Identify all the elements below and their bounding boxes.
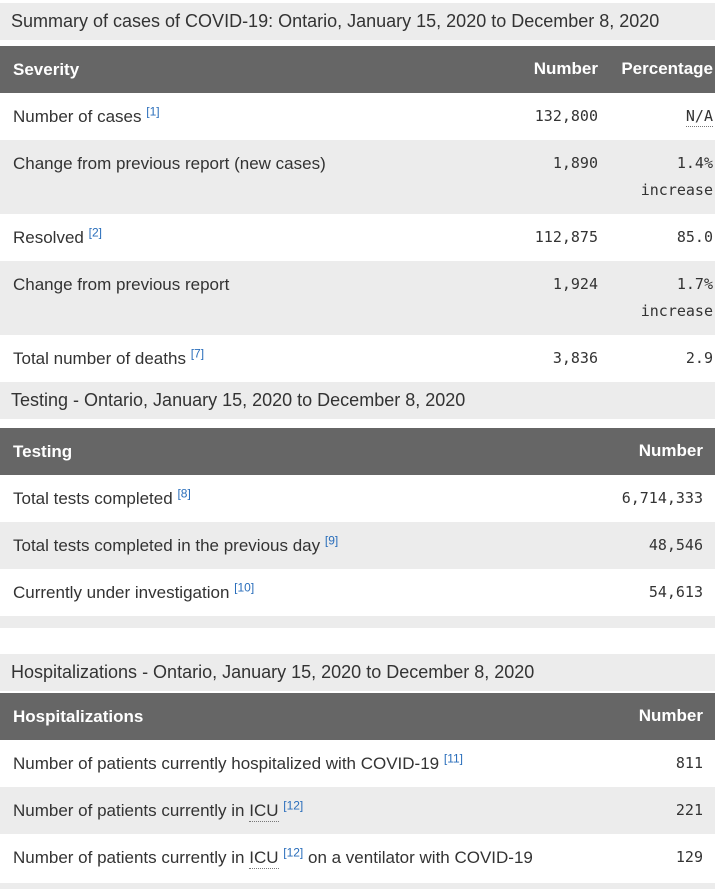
severity-table-header: Severity Number Percentage (0, 46, 715, 93)
footnote-ref-link[interactable]: [12] (283, 845, 304, 860)
table-row: Resolved [2] 112,875 85.0 (0, 214, 715, 261)
number-value: 48,546 (648, 536, 703, 554)
row-label: Currently under investigation [10] (13, 580, 255, 602)
number-value: 54,613 (648, 583, 703, 601)
testing-table: Testing Number Total tests completed [8]… (0, 428, 715, 628)
percentage-value: 1.4% increase (598, 152, 715, 202)
row-label: Resolved [2] (13, 225, 102, 247)
footnote-ref-link[interactable]: [11] (443, 751, 463, 766)
hospitalizations-table: Hospitalizations Number Number of patien… (0, 693, 715, 889)
table-row: Number of patients currently in ICU [12]… (0, 834, 715, 881)
column-header-number: Number (638, 706, 703, 725)
column-header-testing: Testing (13, 442, 73, 461)
icu-abbreviation: ICU (249, 848, 279, 869)
increase-label: increase (640, 302, 713, 320)
row-label: Total number of deaths [7] (13, 346, 205, 368)
row-label: Number of patients currently in ICU [12]… (13, 845, 533, 869)
row-label: Total tests completed [8] (13, 486, 191, 508)
number-value: 129 (675, 848, 703, 866)
number-value: 1,924 (552, 275, 598, 293)
row-label: Total tests completed in the previous da… (13, 533, 339, 555)
percentage-value: N/A (598, 105, 715, 128)
footnote-ref-link[interactable]: [10] (234, 580, 255, 595)
column-header-hospitalizations: Hospitalizations (13, 707, 144, 726)
table-row: Total number of deaths [7] 3,836 2.9 (0, 335, 715, 382)
footnote-ref-link[interactable]: [12] (283, 798, 304, 813)
column-header-number: Number (638, 441, 703, 460)
row-label: Number of cases [1] (13, 104, 160, 126)
number-value: 811 (675, 754, 703, 772)
row-label: Change from previous report (new cases) (13, 154, 326, 173)
row-label: Number of patients currently hospitalize… (13, 751, 463, 773)
column-header-severity: Severity (13, 60, 80, 79)
section-heading-testing: Testing - Ontario, January 15, 2020 to D… (0, 382, 715, 419)
section-heading-hospitalizations: Hospitalizations - Ontario, January 15, … (0, 654, 715, 691)
severity-table: Severity Number Percentage Number of cas… (0, 46, 715, 382)
table-row: Number of patients currently hospitalize… (0, 740, 715, 787)
footnote-ref-link[interactable]: [1] (146, 104, 160, 119)
page-title: Summary of cases of COVID-19: Ontario, J… (0, 3, 715, 40)
number-value: 6,714,333 (621, 489, 703, 507)
icu-abbreviation: ICU (249, 801, 279, 822)
number-value: 132,800 (534, 107, 598, 125)
number-value: 112,875 (534, 228, 598, 246)
row-label: Number of patients currently in ICU [12] (13, 798, 304, 822)
spacer (0, 419, 715, 428)
hospitalizations-table-header: Hospitalizations Number (0, 693, 715, 740)
footnote-ref-link[interactable]: [8] (177, 486, 191, 501)
column-header-number: Number (533, 59, 598, 78)
percentage-value: 1.7% increase (598, 273, 715, 323)
table-row: Currently under investigation [10] 54,61… (0, 569, 715, 616)
partial-row (0, 616, 715, 628)
partial-row (0, 883, 715, 889)
percentage-value: 2.9 (685, 349, 713, 367)
increase-label: increase (640, 181, 713, 199)
testing-table-header: Testing Number (0, 428, 715, 475)
number-value: 3,836 (552, 349, 598, 367)
na-abbreviation: N/A (685, 107, 713, 127)
covid-summary-page: Summary of cases of COVID-19: Ontario, J… (0, 3, 715, 889)
row-label: Change from previous report (13, 275, 230, 294)
percentage-value: 85.0 (676, 228, 713, 246)
footnote-ref-link[interactable]: [9] (324, 533, 339, 548)
spacer (0, 628, 715, 654)
table-row: Change from previous report 1,924 1.7% i… (0, 261, 715, 335)
table-row: Number of patients currently in ICU [12]… (0, 787, 715, 834)
table-row: Change from previous report (new cases) … (0, 140, 715, 214)
number-value: 1,890 (552, 154, 598, 172)
table-row: Number of cases [1] 132,800 N/A (0, 93, 715, 140)
percentage-line1: 1.7% (676, 275, 713, 293)
table-row: Total tests completed in the previous da… (0, 522, 715, 569)
number-value: 221 (675, 801, 703, 819)
footnote-ref-link[interactable]: [2] (88, 225, 102, 240)
table-row: Total tests completed [8] 6,714,333 (0, 475, 715, 522)
column-header-percentage: Percentage (621, 59, 713, 78)
footnote-ref-link[interactable]: [7] (190, 346, 205, 361)
percentage-line1: 1.4% (676, 154, 713, 172)
